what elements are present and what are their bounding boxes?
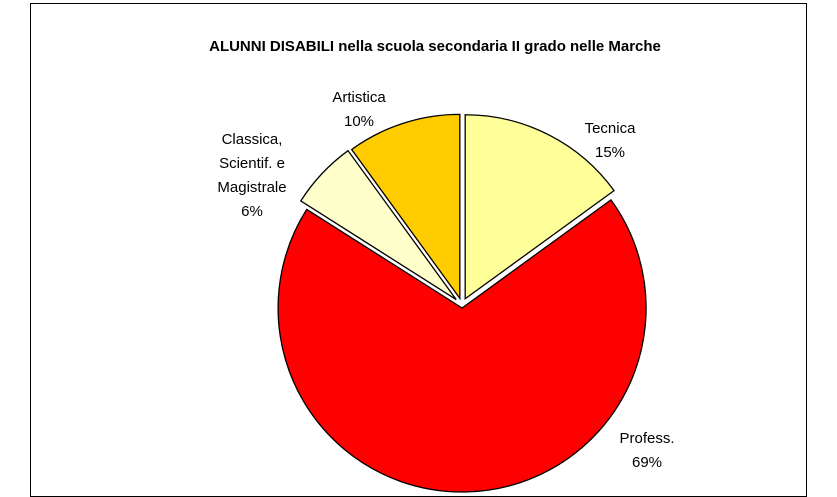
data-label: Tecnica 15% (555, 117, 665, 165)
category-label: Profess. (619, 430, 675, 447)
value-label: 10% (343, 113, 375, 130)
pie-slice (277, 198, 647, 493)
value-label: 69% (631, 454, 663, 471)
pie-slice (299, 149, 457, 301)
pie-slice (464, 114, 615, 301)
category-label: Tecnica (584, 120, 636, 137)
value-label: 6% (241, 203, 263, 220)
category-label: Artistica (332, 89, 386, 106)
pie-slice (350, 113, 461, 301)
data-label: Profess. 69% (592, 427, 702, 475)
chart-title: ALUNNI DISABILI nella scuola secondaria … (209, 38, 661, 55)
value-label: 15% (594, 144, 626, 161)
data-label: Classica, Scientif. e Magistrale 6% (197, 128, 307, 224)
data-label: Artistica 10% (304, 86, 414, 134)
category-label: Classica, Scientif. e Magistrale (217, 131, 287, 196)
